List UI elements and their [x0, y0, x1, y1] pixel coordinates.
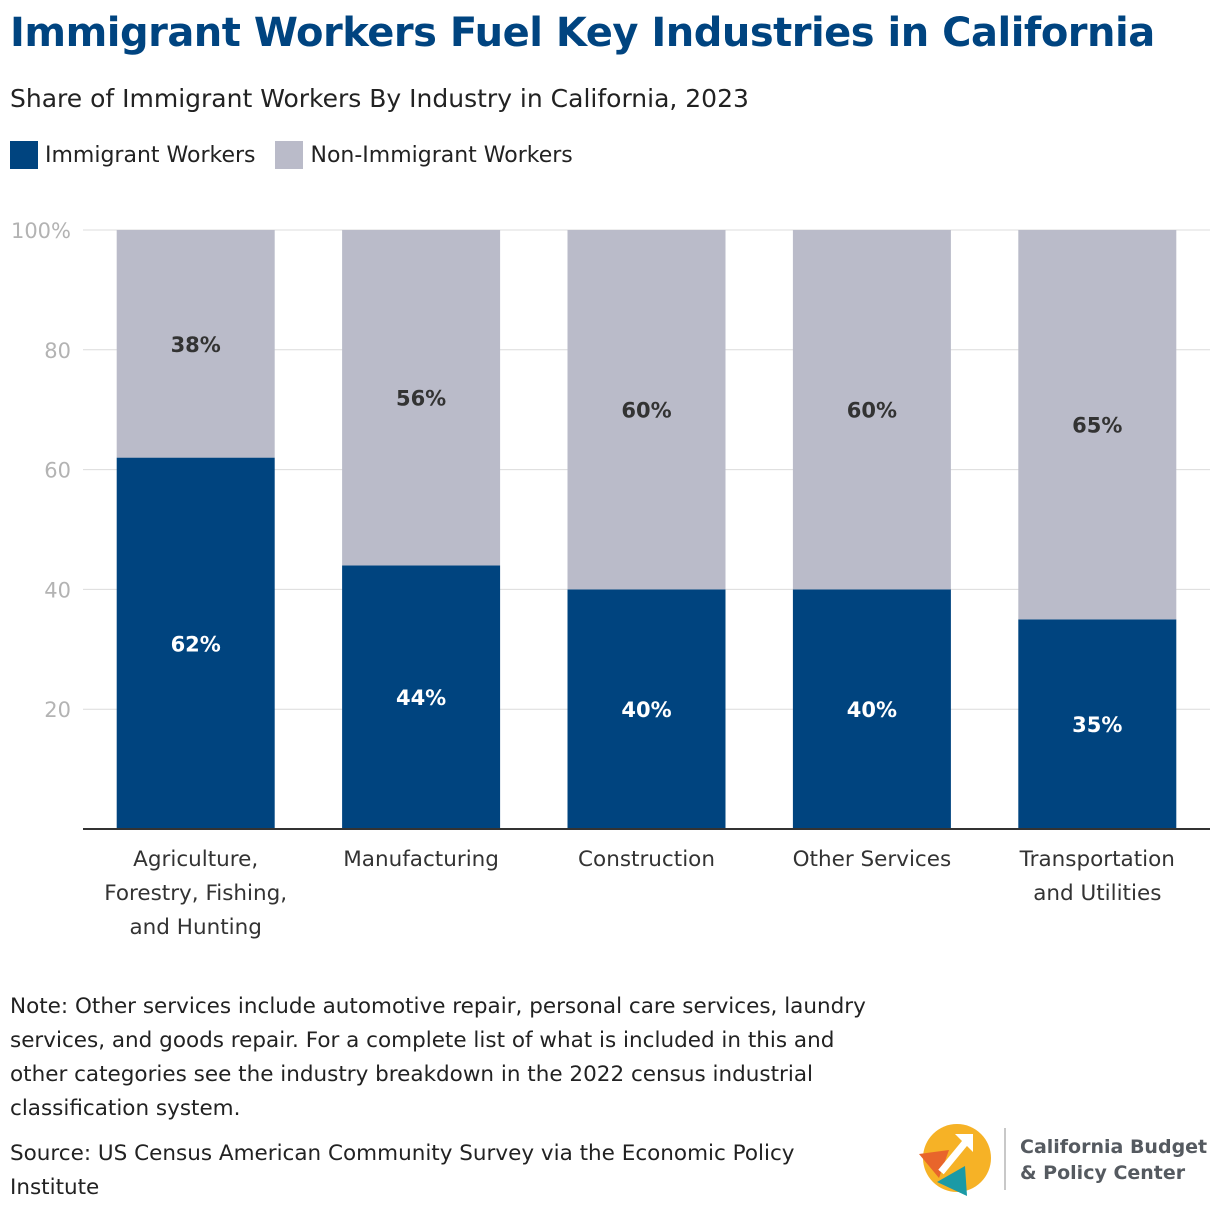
- legend-swatch-non-immigrant: [275, 141, 304, 169]
- bar-non-immigrant-4: [1018, 230, 1177, 620]
- bar-non-immigrant-1: [342, 230, 501, 566]
- x-tick-label-0-1: Forestry, Fishing,: [104, 881, 287, 906]
- bar-immigrant-2: [567, 589, 726, 829]
- y-tick-label-20: 20: [44, 698, 71, 722]
- x-tick-label-1-0: Manufacturing: [343, 847, 499, 872]
- bar-non-immigrant-0: [116, 230, 275, 458]
- data-label-non-immigrant-0: 38%: [171, 333, 221, 357]
- bar-non-immigrant-3: [792, 230, 951, 590]
- logo: California Budget & Policy Center: [915, 1120, 1215, 1200]
- x-tick-label-2-0: Construction: [578, 847, 715, 872]
- data-label-non-immigrant-2: 60%: [621, 399, 671, 423]
- data-label-non-immigrant-4: 65%: [1072, 414, 1122, 438]
- y-tick-label-100: 100%: [11, 219, 71, 243]
- legend-swatch-immigrant: [10, 141, 38, 169]
- source-note: Source: US Census American Community Sur…: [10, 1141, 795, 1200]
- logo-line-1: California Budget: [1020, 1136, 1208, 1158]
- x-tick-label-4-0: Transportation: [1019, 847, 1175, 872]
- logo-text: California Budget & Policy Center: [1020, 1134, 1207, 1186]
- logo-mark-icon: [919, 1124, 1006, 1196]
- data-label-immigrant-3: 40%: [847, 698, 897, 722]
- stacked-bar-chart: 20 40 60 80 100% 62% 38% Agriculture, Forestry, …: [11, 219, 1210, 940]
- chart-title: Immigrant Workers Fuel Key Industries in…: [10, 10, 1155, 56]
- data-label-non-immigrant-3: 60%: [847, 399, 897, 423]
- x-tick-label-0-0: Agriculture,: [133, 847, 258, 872]
- y-tick-label-40: 40: [44, 578, 71, 602]
- bar-immigrant-3: [792, 589, 951, 829]
- legend-item-non-immigrant: Non-Immigrant Workers: [275, 141, 573, 169]
- y-tick-label-80: 80: [44, 339, 71, 363]
- data-label-immigrant-2: 40%: [621, 698, 671, 722]
- data-label-immigrant-0: 62%: [171, 632, 221, 656]
- chart-subtitle: Share of Immigrant Workers By Industry i…: [10, 84, 749, 113]
- x-tick-label-3-0: Other Services: [793, 847, 952, 872]
- data-label-non-immigrant-1: 56%: [396, 387, 446, 411]
- data-label-immigrant-4: 35%: [1072, 713, 1122, 737]
- x-tick-label-4-1: and Utilities: [1033, 881, 1161, 906]
- x-tick-label-0-2: and Hunting: [130, 915, 262, 940]
- y-tick-label-60: 60: [44, 459, 71, 483]
- bar-immigrant-0: [116, 457, 275, 829]
- legend-label-immigrant: Immigrant Workers: [45, 142, 256, 168]
- footnote: Note: Other services include automotive …: [10, 994, 866, 1121]
- logo-line-2: & Policy Center: [1020, 1162, 1186, 1184]
- bar-immigrant-4: [1018, 619, 1177, 829]
- legend-item-immigrant: Immigrant Workers: [10, 141, 255, 169]
- bar-immigrant-1: [342, 565, 501, 829]
- legend-label-non-immigrant: Non-Immigrant Workers: [310, 142, 573, 168]
- legend: Immigrant Workers Non-Immigrant Workers: [10, 140, 593, 170]
- bar-non-immigrant-2: [567, 230, 726, 590]
- data-label-immigrant-1: 44%: [396, 686, 446, 710]
